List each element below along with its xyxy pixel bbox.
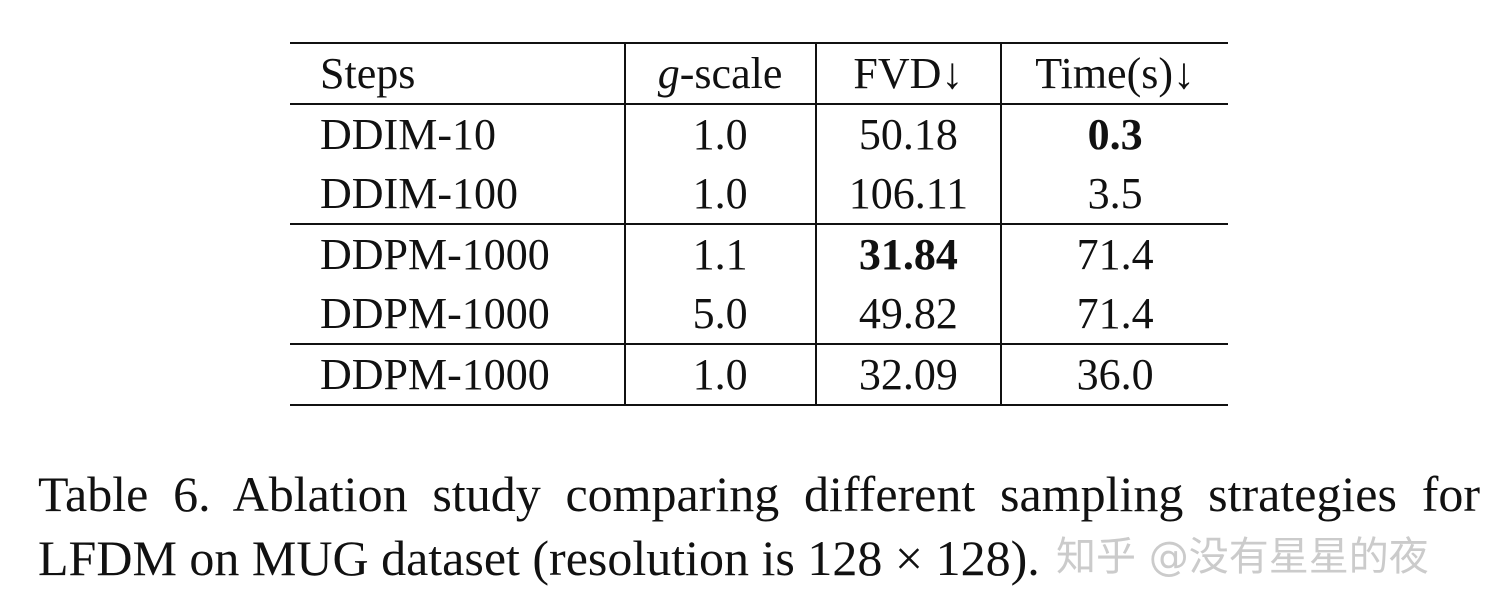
cell-g-scale: 1.0 [624,104,817,164]
cell-time: 71.4 [1001,223,1228,284]
table-row: DDIM-100 1.0 106.11 3.5 [290,164,1228,224]
table-row: DDPM-1000 1.0 32.09 36.0 [290,343,1228,406]
cell-g-scale: 5.0 [624,284,817,344]
cell-fvd: 50.18 [815,104,1003,164]
cell-fvd-best: 31.84 [815,223,1003,284]
header-time: Time(s)↓ [1001,42,1228,105]
header-g-suffix: -scale [679,49,783,98]
table-row: DDIM-10 1.0 50.18 0.3 [290,104,1228,164]
cell-fvd: 49.82 [815,284,1003,344]
table-caption: Table 6. Ablation study comparing differ… [38,466,1480,586]
cell-time: 36.0 [1001,343,1228,406]
cell-steps: DDPM-1000 [290,343,626,406]
cell-steps: DDIM-10 [290,104,626,164]
table-header-row: Steps g-scale FVD↓ Time(s)↓ [290,42,1228,105]
table-row: DDPM-1000 5.0 49.82 71.4 [290,284,1228,344]
cell-g-scale: 1.1 [624,223,817,284]
cell-time-best: 0.3 [1087,110,1143,159]
cell-steps: DDIM-100 [290,164,626,224]
watermark: 知乎 @没有星星的夜 [1056,534,1429,580]
cell-time: 3.5 [1087,169,1143,218]
cell-steps: DDPM-1000 [290,284,626,344]
header-g-variable: g [657,49,680,98]
header-steps: Steps [290,42,626,105]
cell-g-scale: 1.0 [624,164,817,224]
cell-g-scale: 1.0 [624,343,817,406]
results-table: Steps g-scale FVD↓ Time(s)↓ DDIM-10 1.0 … [290,42,1228,406]
cell-time: 71.4 [1076,289,1154,338]
header-g-scale: g-scale [624,42,817,105]
table-row: DDPM-1000 1.1 31.84 71.4 [290,223,1228,284]
cell-steps: DDPM-1000 [290,223,626,284]
cell-fvd: 106.11 [815,164,1003,224]
cell-fvd: 32.09 [815,343,1003,406]
header-fvd: FVD↓ [815,42,1003,105]
